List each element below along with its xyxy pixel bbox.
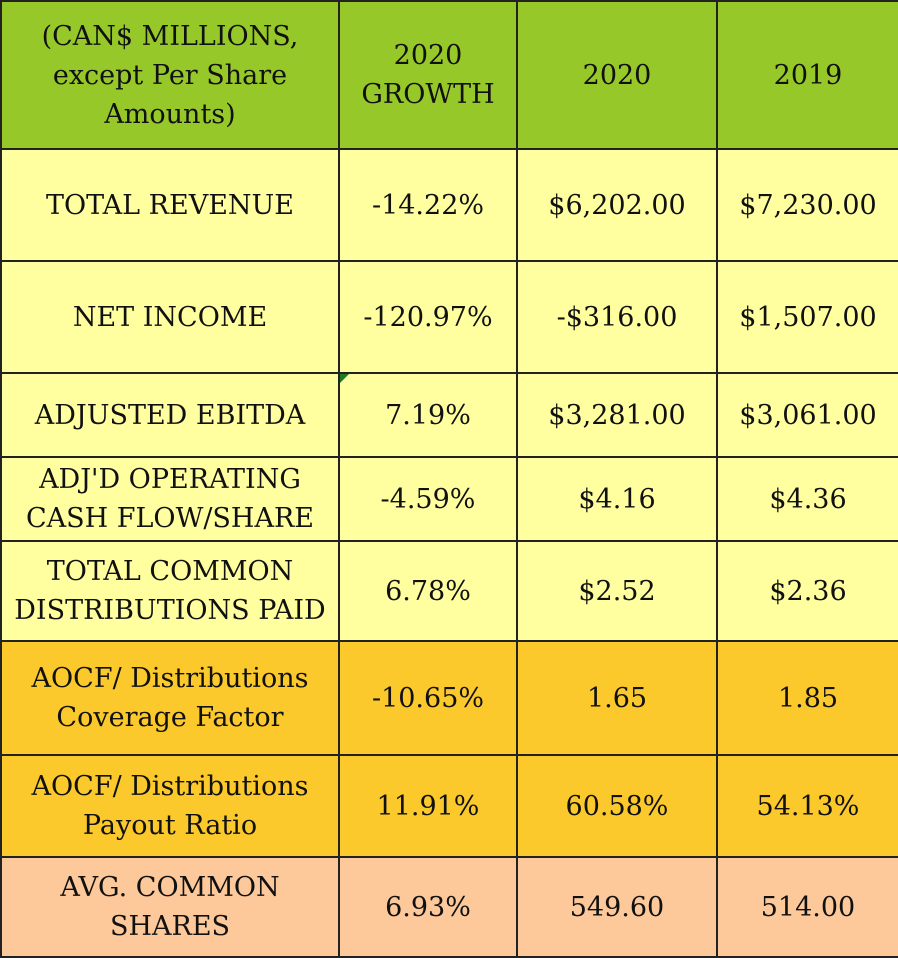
- table-row: ADJ'D OPERATING CASH FLOW/SHARE -4.59% $…: [0, 456, 898, 542]
- value-2019-cell: $4.36: [716, 456, 898, 542]
- growth-cell: -10.65%: [338, 640, 518, 756]
- value-2019-cell: $3,061.00: [716, 372, 898, 458]
- row-label: AOCF/ Distributions Coverage Factor: [0, 640, 340, 756]
- row-label: ADJUSTED EBITDA: [0, 372, 340, 458]
- value-2019-cell: $7,230.00: [716, 148, 898, 262]
- growth-cell: 11.91%: [338, 754, 518, 858]
- value-2019-cell: $1,507.00: [716, 260, 898, 374]
- value-2020-cell: $4.16: [516, 456, 718, 542]
- growth-cell: -4.59%: [338, 456, 518, 542]
- table-row: AOCF/ Distributions Coverage Factor -10.…: [0, 640, 898, 756]
- value-2019-cell: 514.00: [716, 856, 898, 958]
- header-units-label: (CAN$ MILLIONS, except Per Share Amounts…: [0, 0, 340, 150]
- table-row: AVG. COMMON SHARES 6.93% 549.60 514.00: [0, 856, 898, 958]
- row-label: ADJ'D OPERATING CASH FLOW/SHARE: [0, 456, 340, 542]
- value-2020-cell: $6,202.00: [516, 148, 718, 262]
- growth-cell: 7.19%: [338, 372, 518, 458]
- value-2020-cell: 549.60: [516, 856, 718, 958]
- value-2020-cell: $3,281.00: [516, 372, 718, 458]
- header-year-2019: 2019: [716, 0, 898, 150]
- value-2020-cell: 1.65: [516, 640, 718, 756]
- value-2019-cell: 54.13%: [716, 754, 898, 858]
- row-label: TOTAL COMMON DISTRIBUTIONS PAID: [0, 540, 340, 642]
- growth-cell: -14.22%: [338, 148, 518, 262]
- row-label: NET INCOME: [0, 260, 340, 374]
- value-2019-cell: 1.85: [716, 640, 898, 756]
- growth-cell: 6.93%: [338, 856, 518, 958]
- row-label: AOCF/ Distributions Payout Ratio: [0, 754, 340, 858]
- row-label: TOTAL REVENUE: [0, 148, 340, 262]
- value-2020-cell: $2.52: [516, 540, 718, 642]
- value-2019-cell: $2.36: [716, 540, 898, 642]
- table-row: AOCF/ Distributions Payout Ratio 11.91% …: [0, 754, 898, 858]
- header-row: (CAN$ MILLIONS, except Per Share Amounts…: [0, 0, 898, 150]
- table-row: TOTAL REVENUE -14.22% $6,202.00 $7,230.0…: [0, 148, 898, 262]
- value-2020-cell: 60.58%: [516, 754, 718, 858]
- table-row: ADJUSTED EBITDA 7.19% $3,281.00 $3,061.0…: [0, 372, 898, 458]
- value-2020-cell: -$316.00: [516, 260, 718, 374]
- header-growth: 2020 GROWTH: [338, 0, 518, 150]
- growth-cell: 6.78%: [338, 540, 518, 642]
- growth-cell: -120.97%: [338, 260, 518, 374]
- row-label: AVG. COMMON SHARES: [0, 856, 340, 958]
- table-row: TOTAL COMMON DISTRIBUTIONS PAID 6.78% $2…: [0, 540, 898, 642]
- table-row: NET INCOME -120.97% -$316.00 $1,507.00: [0, 260, 898, 374]
- header-year-2020: 2020: [516, 0, 718, 150]
